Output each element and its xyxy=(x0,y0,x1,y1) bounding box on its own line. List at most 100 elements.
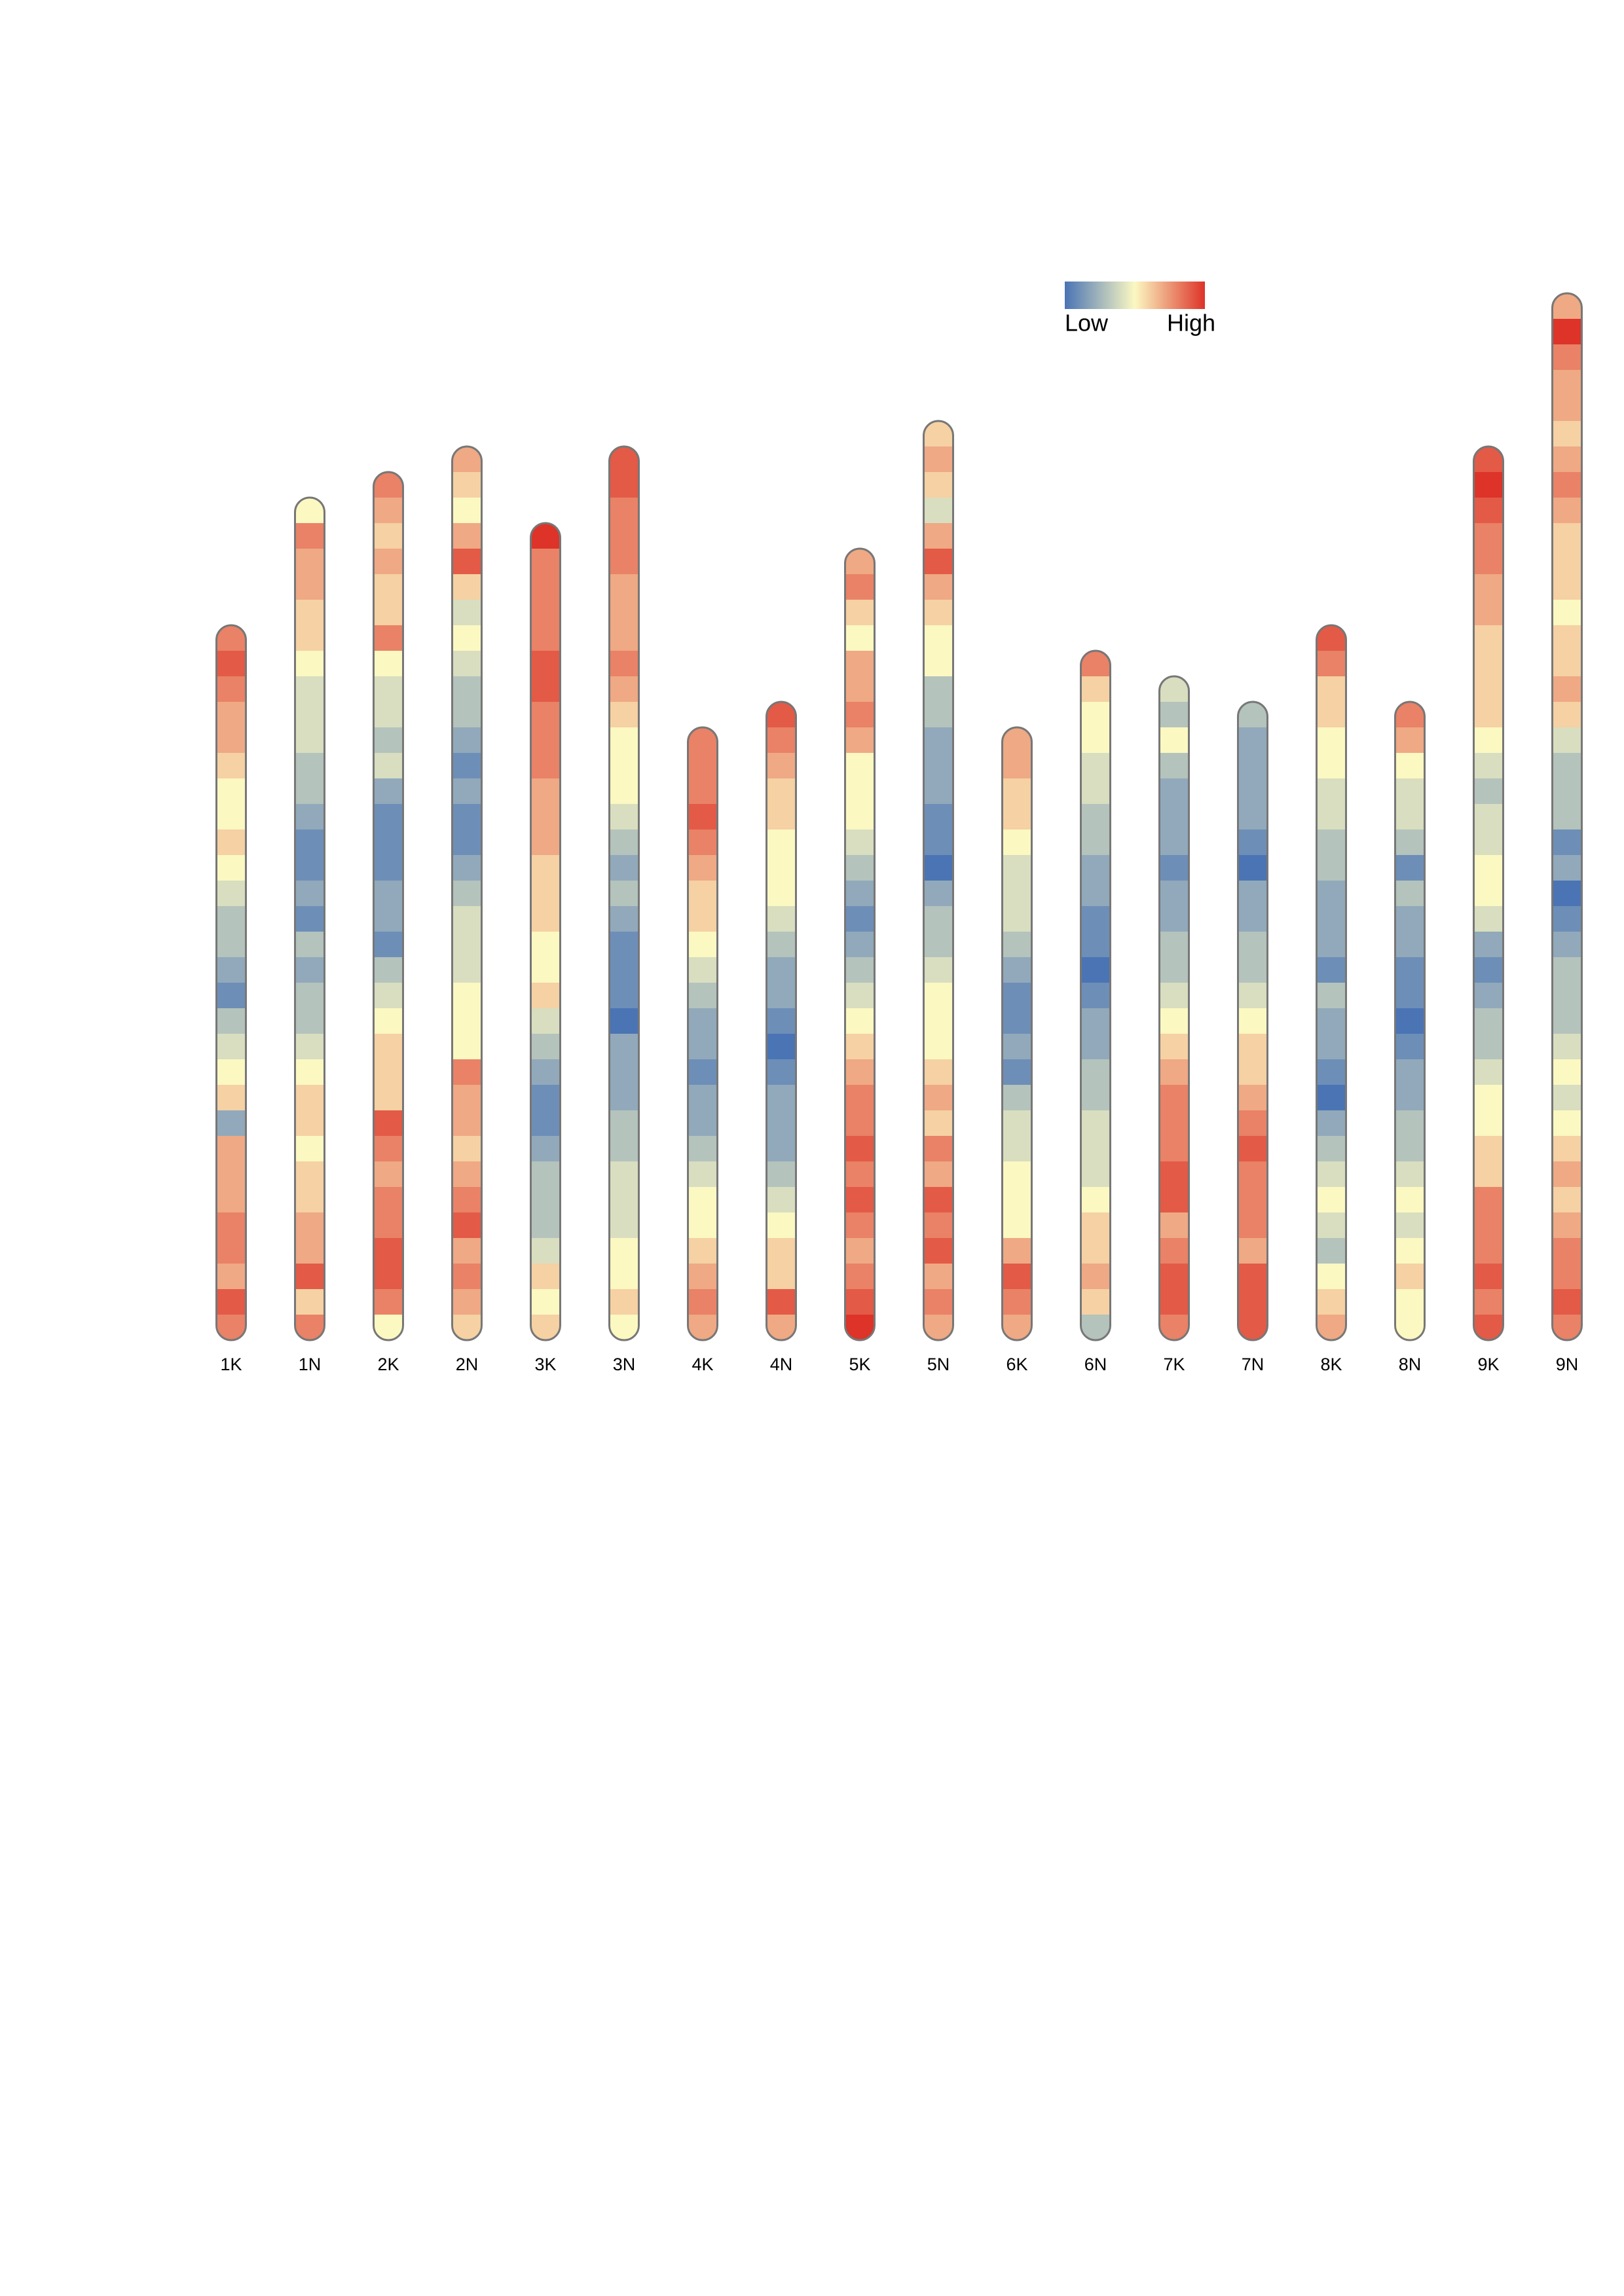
density-bin xyxy=(373,625,403,651)
density-bin xyxy=(1159,804,1189,830)
density-bin xyxy=(1002,1212,1032,1239)
density-bin xyxy=(1238,1212,1268,1239)
density-bin xyxy=(1002,778,1032,805)
density-bin xyxy=(923,549,953,575)
chromosome-label: 2N xyxy=(456,1355,479,1374)
density-bin xyxy=(766,1187,796,1213)
density-bin xyxy=(923,1085,953,1111)
density-bin xyxy=(1473,1034,1504,1060)
density-bin xyxy=(1552,1187,1582,1213)
density-bin xyxy=(845,753,875,779)
density-bin xyxy=(1238,1187,1268,1213)
density-bin xyxy=(216,1110,246,1137)
density-bin xyxy=(1002,1136,1032,1162)
density-bin xyxy=(1473,1136,1504,1162)
density-bin xyxy=(530,1034,561,1060)
density-bin xyxy=(1473,932,1504,958)
density-bin xyxy=(452,625,482,651)
density-bin xyxy=(609,727,639,754)
density-bin xyxy=(216,702,246,728)
chromosome xyxy=(1473,446,1504,1340)
density-bin xyxy=(1238,1110,1268,1137)
density-bin xyxy=(1552,1161,1582,1188)
density-bin xyxy=(373,881,403,907)
density-bin xyxy=(452,1110,482,1137)
legend-low-label: Low xyxy=(1065,310,1109,337)
density-bin xyxy=(766,957,796,983)
density-bin xyxy=(452,727,482,754)
density-bin xyxy=(295,523,325,549)
density-bin xyxy=(609,498,639,524)
density-bin xyxy=(373,957,403,983)
density-bin xyxy=(373,1187,403,1213)
density-bin xyxy=(1159,1264,1189,1290)
chromosome xyxy=(688,727,718,1340)
chromosome-outline xyxy=(687,726,718,1341)
density-bin xyxy=(766,727,796,754)
density-bin xyxy=(1316,778,1346,805)
density-bin xyxy=(216,727,246,754)
density-bin xyxy=(295,855,325,881)
chromosome-outline xyxy=(608,445,640,1341)
density-bin xyxy=(1473,625,1504,651)
density-bin xyxy=(766,804,796,830)
density-bin xyxy=(373,574,403,600)
density-bin xyxy=(923,472,953,498)
density-bin xyxy=(295,1238,325,1264)
density-bin xyxy=(1002,1161,1032,1188)
density-bin xyxy=(1002,906,1032,932)
density-bin xyxy=(1159,881,1189,907)
density-bin xyxy=(452,651,482,677)
density-bin xyxy=(1552,676,1582,702)
density-bin xyxy=(688,1289,718,1315)
density-bin xyxy=(845,881,875,907)
chromosome xyxy=(295,498,325,1340)
density-bin xyxy=(530,906,561,932)
density-bin xyxy=(845,1161,875,1188)
chromosome xyxy=(1395,702,1425,1340)
density-bin xyxy=(1473,472,1504,498)
density-bin xyxy=(1080,1238,1111,1264)
density-bin xyxy=(295,676,325,702)
density-bin xyxy=(1552,1059,1582,1085)
density-bin xyxy=(1002,753,1032,779)
density-bin xyxy=(1159,727,1189,754)
density-bin xyxy=(1552,523,1582,549)
density-bin xyxy=(688,1008,718,1034)
density-bin xyxy=(295,600,325,626)
density-bin xyxy=(1552,1085,1582,1111)
chromosome xyxy=(1159,676,1189,1340)
density-bin xyxy=(766,1059,796,1085)
density-bin xyxy=(766,1289,796,1315)
density-bin xyxy=(1159,1161,1189,1188)
density-bin xyxy=(923,804,953,830)
density-bin xyxy=(923,778,953,805)
density-bin xyxy=(1238,1008,1268,1034)
density-bin xyxy=(1473,523,1504,549)
density-bin xyxy=(766,1110,796,1137)
density-bin xyxy=(609,600,639,626)
density-bin xyxy=(1080,855,1111,881)
density-bin xyxy=(1316,727,1346,754)
density-bin xyxy=(845,676,875,702)
density-bin xyxy=(373,1110,403,1137)
density-bin xyxy=(845,829,875,856)
density-bin xyxy=(923,1161,953,1188)
density-bin xyxy=(766,1264,796,1290)
density-bin xyxy=(216,1161,246,1188)
density-bin xyxy=(1316,1034,1346,1060)
density-bin xyxy=(1316,1289,1346,1315)
density-bin xyxy=(530,727,561,754)
density-bin xyxy=(452,676,482,702)
chromosome-label: 4N xyxy=(770,1355,793,1374)
density-bin xyxy=(530,983,561,1009)
density-bin xyxy=(216,932,246,958)
density-bin xyxy=(1080,753,1111,779)
density-bin xyxy=(1238,1264,1268,1290)
density-bin xyxy=(530,1085,561,1111)
density-bin xyxy=(1395,1187,1425,1213)
density-bin xyxy=(1395,932,1425,958)
density-bin xyxy=(216,983,246,1009)
density-bin xyxy=(1316,829,1346,856)
density-bin xyxy=(1552,804,1582,830)
